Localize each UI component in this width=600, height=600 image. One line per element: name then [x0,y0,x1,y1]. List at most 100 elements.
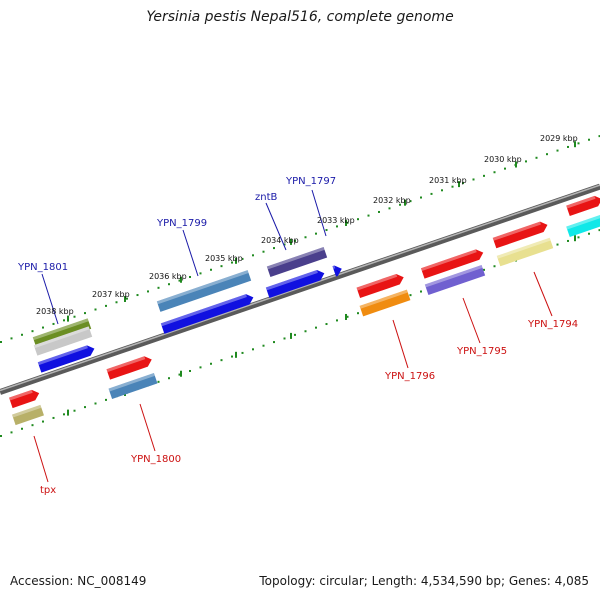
upper-ruler-dot [346,221,349,224]
reverse-feature-shine [566,214,600,230]
upper-ruler-dot [388,207,391,210]
lower-ruler-dot [105,398,107,401]
upper-ruler-dot [136,294,139,297]
reverse-feature-shine [356,273,398,291]
lower-ruler-dot [63,413,65,416]
upper-ruler-dot [588,138,590,141]
forward-feature-shape [160,294,254,334]
lower-ruler-dot [283,337,286,340]
forward-feature [33,326,93,356]
reverse-feature-shape [420,249,484,279]
lower-ruler-dot [94,402,97,405]
upper-ruler-dot [52,322,55,325]
leader-layer [33,189,553,483]
reverse-feature-shape [566,195,600,217]
genome-backbone-highlight [0,184,600,392]
lower-ruler-dot [577,236,580,239]
label-leader-line [533,271,553,317]
lower-ruler-dot [199,366,202,369]
reverse-feature [106,356,152,380]
lower-ruler-dot [483,268,485,271]
forward-feature [37,345,95,373]
reverse-feature-shine [420,249,477,272]
reverse-feature [420,249,484,279]
YPN_1800-feature-shine [108,372,155,392]
forward-feature [160,294,254,334]
lower-ruler-dot [21,427,23,430]
upper-ruler-dot [10,337,13,340]
lower-ruler-dot [52,416,55,419]
upper-ruler-dot [73,315,76,318]
upper-ruler-dot [0,341,2,343]
upper-ruler-dot [273,247,275,250]
reverse-feature-shine [9,389,33,401]
YPN_1797-feature-shape [332,265,342,277]
ruler-tick-label: 2032 kbp [373,196,411,205]
upper-ruler-dot [483,174,485,177]
ruler-tick-label: 2033 kbp [317,216,355,225]
reverse-feature [566,214,600,238]
reverse-feature-shine [492,221,541,241]
upper-ruler-dot [241,257,244,260]
label-leader-line [182,229,199,277]
gene-label-reverse: YPN_1800 [130,454,181,465]
lower-ruler-dot [31,424,34,427]
upper-ruler-dot [462,182,464,185]
YPN_1799-feature-shine [156,270,249,305]
upper-ruler-dot [493,171,496,174]
label-leader-line [41,273,59,325]
ruler-tick-label: 2034 kbp [261,236,299,245]
lower-ruler-dot [231,355,233,358]
genome-summary-text: Topology: circular; Length: 4,534,590 bp… [259,574,589,588]
upper-ruler-dot [451,185,454,188]
ruler-tick-label: 2030 kbp [484,155,522,164]
zntB-feature-shape [266,247,328,277]
forward-feature-shape [33,326,93,356]
reverse-feature [492,221,548,249]
reverse-feature [566,195,600,217]
lower-ruler-dot [42,420,44,423]
accession-text: Accession: NC_008149 [10,574,147,588]
lower-ruler-dot [346,315,349,318]
zntB-feature [266,247,328,277]
upper-ruler-dot [157,286,160,289]
YPN_1800-feature [108,372,158,400]
upper-ruler-dot [535,156,538,159]
tpx-feature-shape [12,404,44,426]
upper-ruler-dot [178,279,181,282]
upper-ruler-dot [262,250,265,253]
lower-ruler-dot [556,243,559,246]
label-layer: 2029 kbp 2030 kbp 2031 kbp 2032 kbp 2033 kbp… [17,134,578,496]
label-leader-line [311,189,327,237]
lower-ruler-dot [10,431,13,434]
upper-ruler-dot [252,254,254,257]
label-leader-line [33,435,49,483]
lower-ruler-dot [357,312,359,315]
upper-ruler-dot [304,236,307,239]
ruler-tick-label: 2036 kbp [149,272,187,281]
upper-ruler-dot [199,272,202,275]
map-title: Yersinia pestis Nepal516, complete genom… [146,9,454,25]
reverse-feature-shape [566,214,600,238]
YPN_1801-feature-shape [32,318,92,348]
zntB-feature-shine [266,247,325,270]
upper-ruler-dot [357,218,359,221]
genome-backbone [0,183,600,395]
lower-ruler-dot [325,323,328,326]
YPN_1795-feature [424,265,486,295]
upper-ruler-dot [283,243,286,246]
forward-feature-shine [160,294,247,327]
upper-ruler-dot [430,192,433,195]
reverse-feature-shape [106,356,152,380]
upper-ruler-dot [94,308,97,311]
YPN_1797-feature-shine [332,265,336,269]
lower-ruler-dot [189,369,191,372]
lower-ruler-dot [168,377,170,380]
upper-ruler-dot [378,210,380,213]
upper-ruler-dot [231,261,233,264]
upper-ruler-dot [367,214,370,217]
lower-ruler-dot [241,351,244,354]
YPN_1799-feature-shape [156,270,252,312]
lower-ruler-dot [252,348,254,351]
